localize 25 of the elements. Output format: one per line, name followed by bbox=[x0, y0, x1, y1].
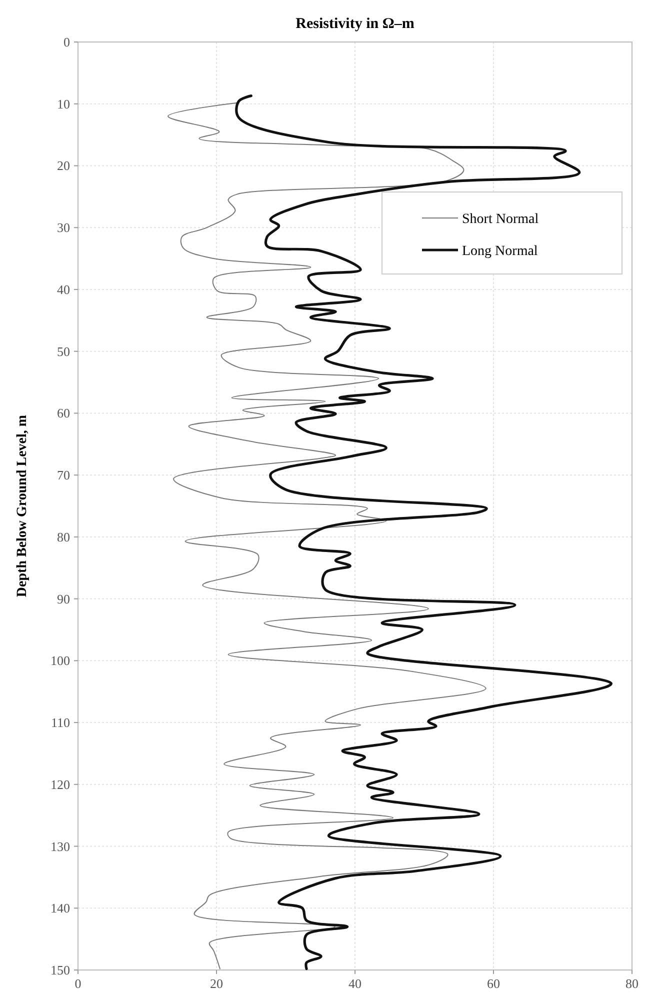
y-axis-title: Depth Below Ground Level, m bbox=[15, 414, 30, 598]
y-tick-label: 110 bbox=[50, 715, 70, 730]
y-tick-label: 40 bbox=[57, 282, 70, 297]
legend-label: Long Normal bbox=[462, 244, 538, 259]
x-tick-label: 20 bbox=[210, 976, 223, 991]
y-tick-label: 20 bbox=[57, 158, 70, 174]
y-tick-label: 140 bbox=[50, 900, 70, 916]
y-tick-label: 100 bbox=[50, 653, 70, 668]
y-tick-label: 10 bbox=[57, 96, 70, 112]
y-tick-label: 90 bbox=[57, 591, 70, 606]
y-tick-label: 60 bbox=[57, 406, 70, 421]
x-tick-label: 80 bbox=[626, 976, 638, 991]
x-tick-label: 0 bbox=[74, 976, 82, 991]
y-tick-label: 80 bbox=[57, 529, 70, 544]
y-tick-label: 0 bbox=[64, 34, 70, 50]
x-tick-label: 40 bbox=[348, 976, 362, 991]
y-tick-label: 120 bbox=[50, 776, 70, 792]
x-tick-label: 60 bbox=[487, 976, 500, 991]
chart-title: Resistivity in Ω–m bbox=[296, 16, 415, 32]
y-tick-label: 130 bbox=[50, 838, 70, 854]
y-tick-label: 30 bbox=[57, 220, 70, 236]
y-tick-label: 70 bbox=[57, 468, 70, 483]
y-tick-label: 50 bbox=[57, 344, 70, 359]
y-tick-label: 150 bbox=[50, 962, 70, 978]
legend-label: Short Normal bbox=[462, 212, 539, 227]
